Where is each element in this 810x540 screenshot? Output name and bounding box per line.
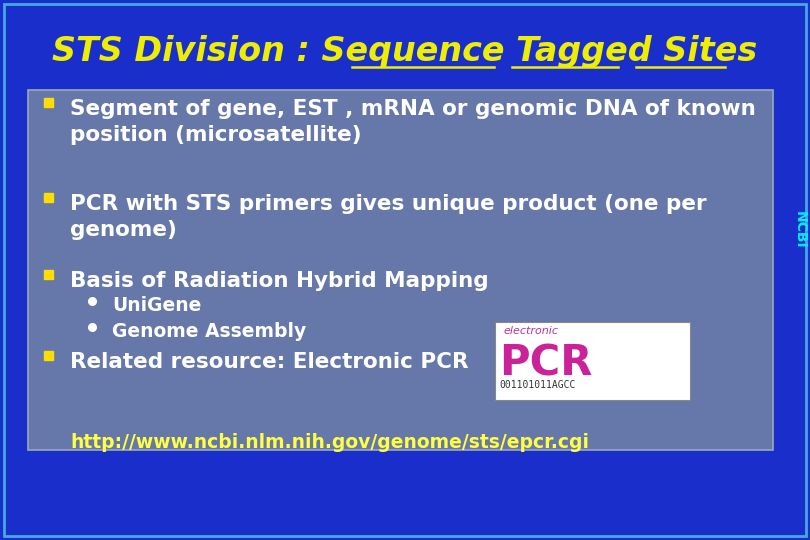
Text: 001101011AGCC: 001101011AGCC bbox=[499, 380, 575, 390]
Text: STS Division : Sequence Tagged Sites: STS Division : Sequence Tagged Sites bbox=[53, 36, 757, 69]
Text: NCBI: NCBI bbox=[793, 211, 807, 249]
Bar bbox=[44, 351, 53, 360]
Text: PCR: PCR bbox=[499, 342, 592, 384]
Bar bbox=[44, 270, 53, 279]
Text: UniGene: UniGene bbox=[112, 296, 202, 315]
Bar bbox=[44, 193, 53, 202]
Bar bbox=[44, 98, 53, 107]
Text: PCR with STS primers gives unique product (one per
genome): PCR with STS primers gives unique produc… bbox=[70, 194, 706, 240]
Text: Related resource: Electronic PCR: Related resource: Electronic PCR bbox=[70, 352, 468, 372]
FancyBboxPatch shape bbox=[28, 90, 773, 450]
Text: Basis of Radiation Hybrid Mapping: Basis of Radiation Hybrid Mapping bbox=[70, 271, 488, 291]
Text: http://www.ncbi.nlm.nih.gov/genome/sts/epcr.cgi: http://www.ncbi.nlm.nih.gov/genome/sts/e… bbox=[70, 433, 589, 452]
Text: Genome Assembly: Genome Assembly bbox=[112, 322, 306, 341]
Text: Segment of gene, EST , mRNA or genomic DNA of known
position (microsatellite): Segment of gene, EST , mRNA or genomic D… bbox=[70, 99, 756, 145]
Text: electronic: electronic bbox=[503, 326, 558, 336]
Bar bbox=[495, 322, 690, 400]
